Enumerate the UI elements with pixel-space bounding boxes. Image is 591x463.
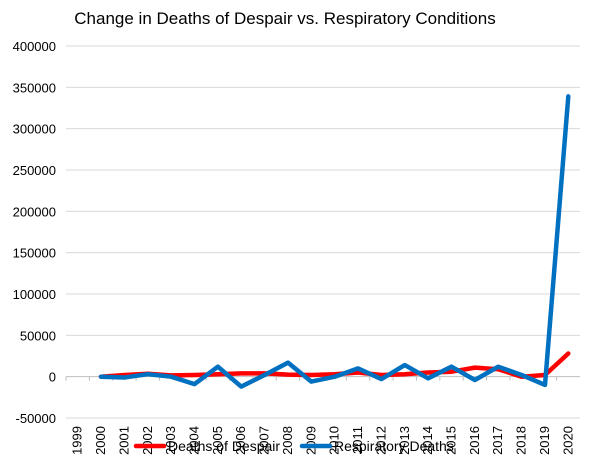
series-line-respiratory-deaths — [98, 94, 571, 389]
x-tick-label: 2001 — [116, 426, 131, 455]
x-tick-label: 2003 — [163, 426, 178, 455]
x-tick-label: 2006 — [233, 426, 248, 455]
x-tick-label: 2015 — [444, 426, 459, 455]
x-tick-label: 2005 — [210, 426, 225, 455]
x-tick-label: 1999 — [70, 426, 85, 455]
y-tick-label: 100000 — [13, 287, 56, 302]
y-tick-label: 0 — [49, 370, 56, 385]
x-tick-label: 2020 — [560, 426, 575, 455]
x-tick-label: 2016 — [467, 426, 482, 455]
y-tick-label: 350000 — [13, 80, 56, 95]
chart-title: Change in Deaths of Despair vs. Respirat… — [74, 9, 495, 28]
x-tick-label: 2000 — [93, 426, 108, 455]
x-tick-label: 2013 — [397, 426, 412, 455]
x-tick-label: 2014 — [420, 426, 435, 455]
y-tick-label: 50000 — [20, 328, 56, 343]
x-tick-label: 2018 — [514, 426, 529, 455]
x-tick-label: 2011 — [350, 426, 365, 454]
x-tick-label: 2004 — [187, 426, 202, 455]
x-tick-label: 2008 — [280, 426, 295, 455]
legend-label-respiratory-deaths: Respiratory Deaths — [334, 438, 454, 454]
legend-label-deaths-of-despair: Deaths of Despair — [168, 438, 280, 454]
y-tick-label: 250000 — [13, 163, 56, 178]
x-tick-label: 2012 — [373, 426, 388, 455]
x-axis-tick-labels: 1999 2000 2001 2002 2003 2004 2005 2006 2007 2008… — [70, 426, 576, 455]
series-lines — [98, 94, 571, 389]
y-axis-tick-labels: -50000 0 50000 100000 150000 200000 250000 3000… — [13, 39, 56, 426]
y-tick-label: 300000 — [13, 122, 56, 137]
y-tick-label: -50000 — [16, 411, 56, 426]
y-tick-label: 400000 — [13, 39, 56, 54]
gridlines — [65, 45, 580, 419]
legend: Deaths of Despair Respiratory Deaths — [133, 438, 454, 454]
x-tick-label: 2019 — [537, 426, 552, 455]
x-tick-label: 2017 — [490, 426, 505, 455]
x-tick-label: 2007 — [257, 426, 272, 455]
y-tick-label: 200000 — [13, 204, 56, 219]
x-tick-label: 2009 — [303, 426, 318, 455]
y-tick-label: 150000 — [13, 246, 56, 261]
x-tick-label: 2002 — [140, 426, 155, 455]
